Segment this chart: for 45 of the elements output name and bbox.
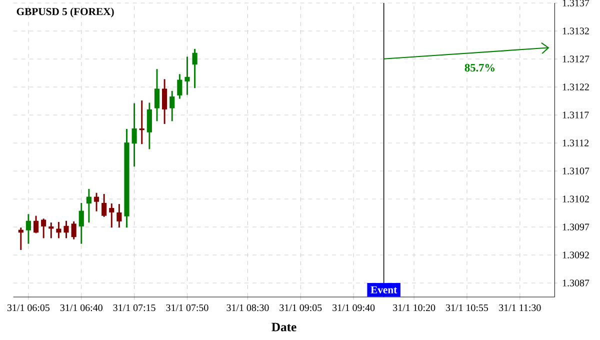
x-tick-label: 31/1 07:50 [166,304,208,312]
x-tick-label: 31/1 06:40 [60,304,102,312]
candlestick [86,188,92,224]
candlestick [78,202,84,245]
candlestick [184,56,190,96]
y-tick-label: 1.3137 [562,0,590,6]
x-tick-label: 31/1 10:55 [446,304,488,312]
y-tick-label: 1.3092 [562,252,589,258]
x-tick-label: 31/1 09:05 [280,304,322,312]
y-tick-label: 1.3087 [562,280,590,286]
candlestick [71,220,76,240]
candlestick [56,221,62,239]
y-tick-label: 1.3127 [562,56,590,62]
candlestick [162,78,168,125]
candlestick [33,215,39,234]
candlestick [170,90,175,122]
x-axis-title: Date [272,322,296,332]
x-tick-label: 31/1 07:15 [113,304,156,312]
y-tick-label: 1.3102 [562,196,589,202]
candlestick [154,68,160,122]
y-tick-label: 1.3097 [562,224,590,230]
annotation: 85.7% [464,64,494,72]
candlestick [64,220,69,239]
candlestick [146,102,152,150]
candlestick [94,192,100,212]
candlestick [102,193,107,218]
candlestick [109,202,114,228]
candlestick [177,73,182,100]
candlestick [132,102,137,168]
y-tick-label: 1.3117 [562,112,589,118]
y-tick-label: 1.3122 [562,84,589,90]
y-tick-label: 1.3107 [562,168,590,174]
x-tick-label: 31/1 06:05 [7,304,50,312]
chart-title: GBPUSD 5 (FOREX) [16,8,114,18]
candlestick [192,48,198,89]
candlestick [41,218,46,239]
x-tick-label: 31/1 09:40 [332,304,375,312]
x-tick-label: 31/1 10:20 [393,304,436,312]
y-tick-label: 1.3132 [562,28,589,34]
candlestick [26,213,31,245]
candlestick [116,203,122,228]
x-tick-label: 31/1 11:30 [499,304,541,312]
y-tick-label: 1.3112 [562,140,589,146]
ref-line-label: Event [370,286,398,294]
x-tick-label: 31/1 08:30 [226,304,269,312]
